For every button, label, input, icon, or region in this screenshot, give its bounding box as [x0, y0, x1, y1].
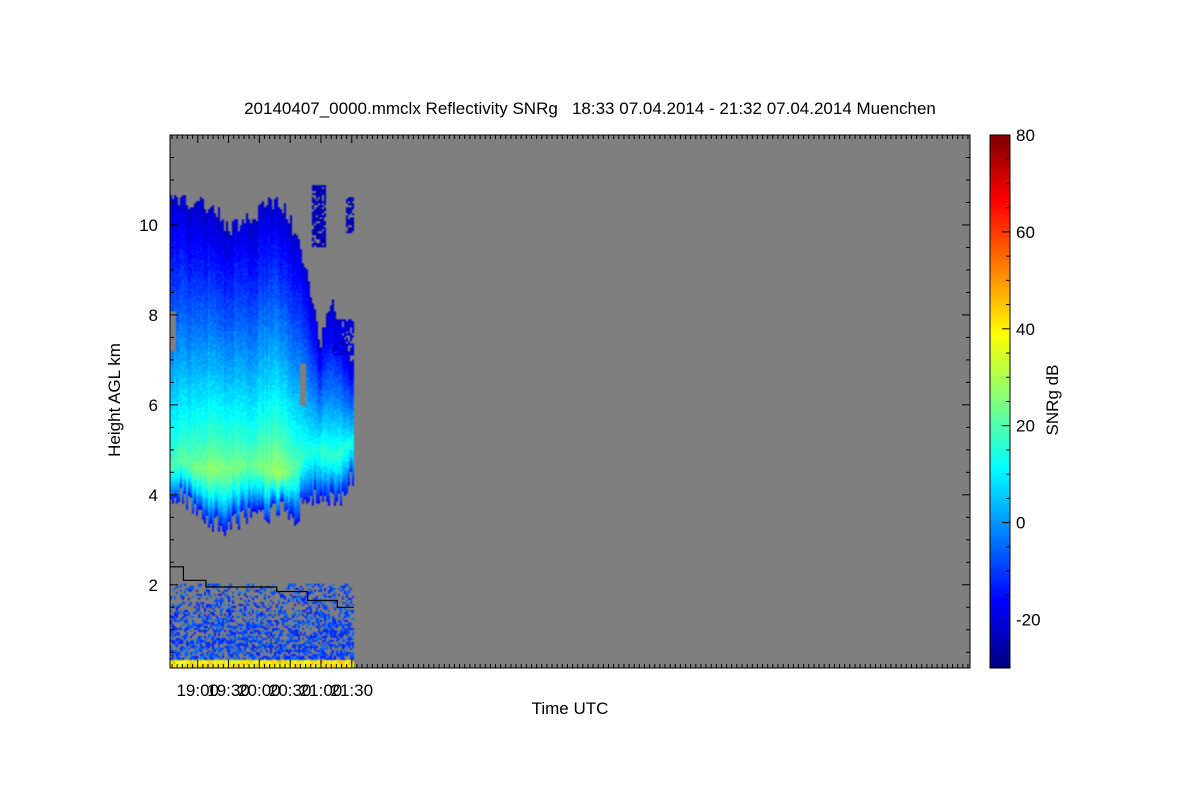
- chart-title: 20140407_0000.mmclx Reflectivity SNRg 18…: [244, 99, 936, 118]
- threshold-step-line: [170, 566, 354, 608]
- y-tick-label: 10: [139, 216, 158, 235]
- colorbar-label: SNRg dB: [1043, 365, 1062, 436]
- x-tick-label: 20:00: [238, 681, 281, 700]
- colorbar-tick-label: 0: [1016, 514, 1025, 533]
- x-tick-label: 19:00: [176, 681, 219, 700]
- x-tick-label: 21:30: [330, 681, 373, 700]
- colorbar-tick-label: 80: [1016, 126, 1035, 145]
- y-tick-label: 4: [149, 486, 158, 505]
- x-tick-label: 19:30: [207, 681, 250, 700]
- y-tick-label: 6: [149, 396, 158, 415]
- x-tick-label: 21:00: [300, 681, 343, 700]
- plot-frame: [169, 134, 971, 669]
- snr-heatmap: [170, 135, 970, 668]
- plot-area: [170, 135, 970, 668]
- colorbar-tick-label: 40: [1016, 320, 1035, 339]
- colorbar-gradient: [990, 135, 1010, 668]
- colorbar-tick-label: -20: [1016, 611, 1041, 630]
- y-tick-label: 2: [149, 576, 158, 595]
- x-tick-label: 20:30: [269, 681, 312, 700]
- y-tick-label: 8: [149, 306, 158, 325]
- colorbar-tick-label: 60: [1016, 223, 1035, 242]
- colorbar-ticks: -20 0 20 40 60 80: [1002, 126, 1041, 645]
- colorbar: -20 0 20 40 60 80: [989, 126, 1041, 669]
- x-axis-label: Time UTC: [532, 699, 609, 718]
- colorbar-tick-label: 20: [1016, 417, 1035, 436]
- y-axis: 2 4 6 8 10: [139, 134, 970, 653]
- y-axis-label: Height AGL km: [105, 343, 124, 457]
